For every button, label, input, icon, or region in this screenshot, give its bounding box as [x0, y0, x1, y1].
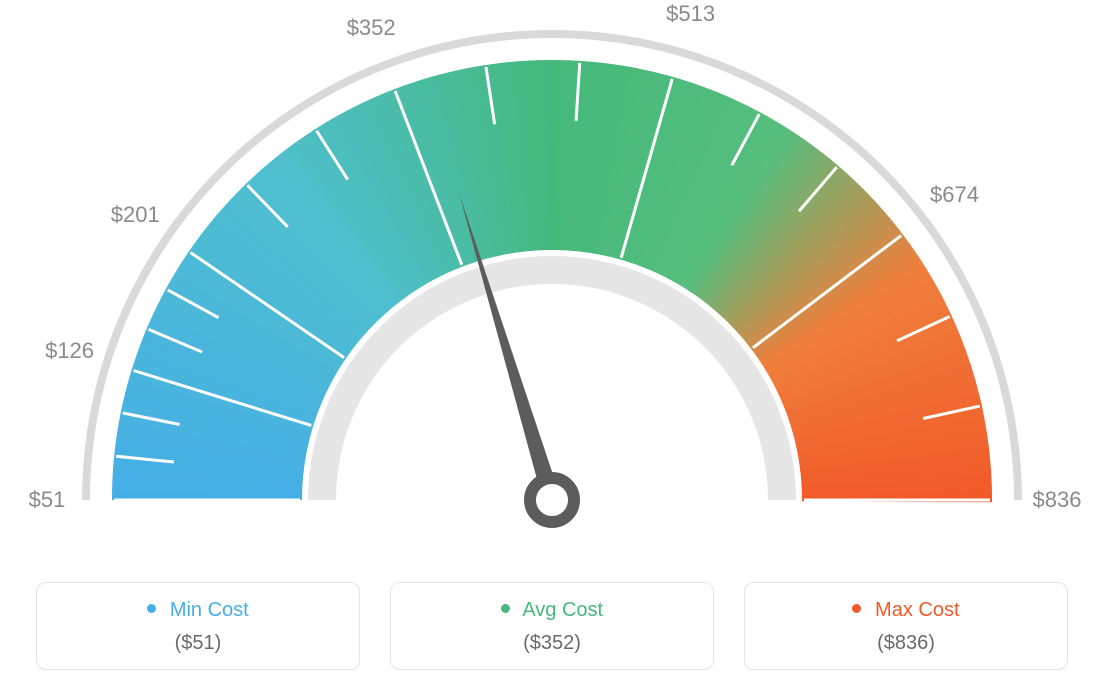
gauge-tick-label: $836 — [1033, 487, 1082, 513]
legend-card-min: Min Cost ($51) — [36, 582, 360, 670]
legend-card-avg: Avg Cost ($352) — [390, 582, 714, 670]
gauge-chart: $51 $126 $201 $352 $513 $674 $836 — [0, 0, 1104, 560]
gauge-tick-label: $352 — [347, 15, 396, 41]
legend-label-avg: Avg Cost — [522, 599, 603, 621]
legend-title-min: Min Cost — [37, 599, 359, 622]
legend-dot-avg — [501, 604, 510, 613]
gauge-tick-label: $674 — [930, 182, 979, 208]
legend-value-max: ($836) — [745, 632, 1067, 655]
legend-dot-max — [852, 604, 861, 613]
legend-title-avg: Avg Cost — [391, 599, 713, 622]
legend-label-max: Max Cost — [875, 599, 959, 621]
gauge-tick-label: $513 — [666, 1, 715, 27]
legend-card-max: Max Cost ($836) — [744, 582, 1068, 670]
gauge-svg — [0, 0, 1104, 560]
gauge-tick-label: $126 — [45, 338, 94, 364]
legend-value-min: ($51) — [37, 632, 359, 655]
legend-label-min: Min Cost — [170, 599, 249, 621]
legend-title-max: Max Cost — [745, 599, 1067, 622]
legend-dot-min — [147, 604, 156, 613]
gauge-tick-label: $201 — [111, 202, 160, 228]
legend-value-avg: ($352) — [391, 632, 713, 655]
legend-row: Min Cost ($51) Avg Cost ($352) Max Cost … — [36, 582, 1068, 670]
cost-gauge-container: $51 $126 $201 $352 $513 $674 $836 Min Cost ($5… — [0, 0, 1104, 690]
gauge-tick-label: $51 — [29, 487, 66, 513]
